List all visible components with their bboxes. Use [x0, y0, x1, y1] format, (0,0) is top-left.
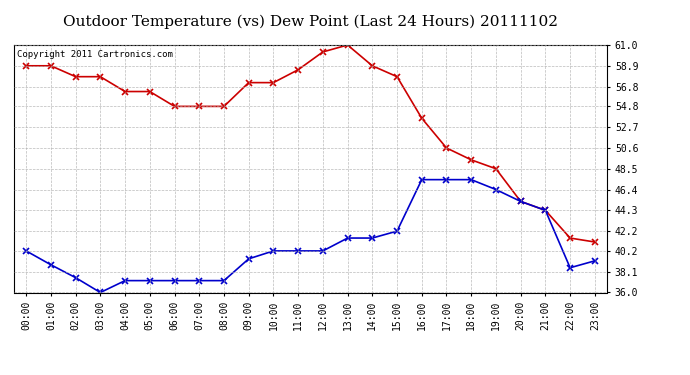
Text: Outdoor Temperature (vs) Dew Point (Last 24 Hours) 20111102: Outdoor Temperature (vs) Dew Point (Last…	[63, 15, 558, 29]
Text: Copyright 2011 Cartronics.com: Copyright 2011 Cartronics.com	[17, 50, 172, 59]
